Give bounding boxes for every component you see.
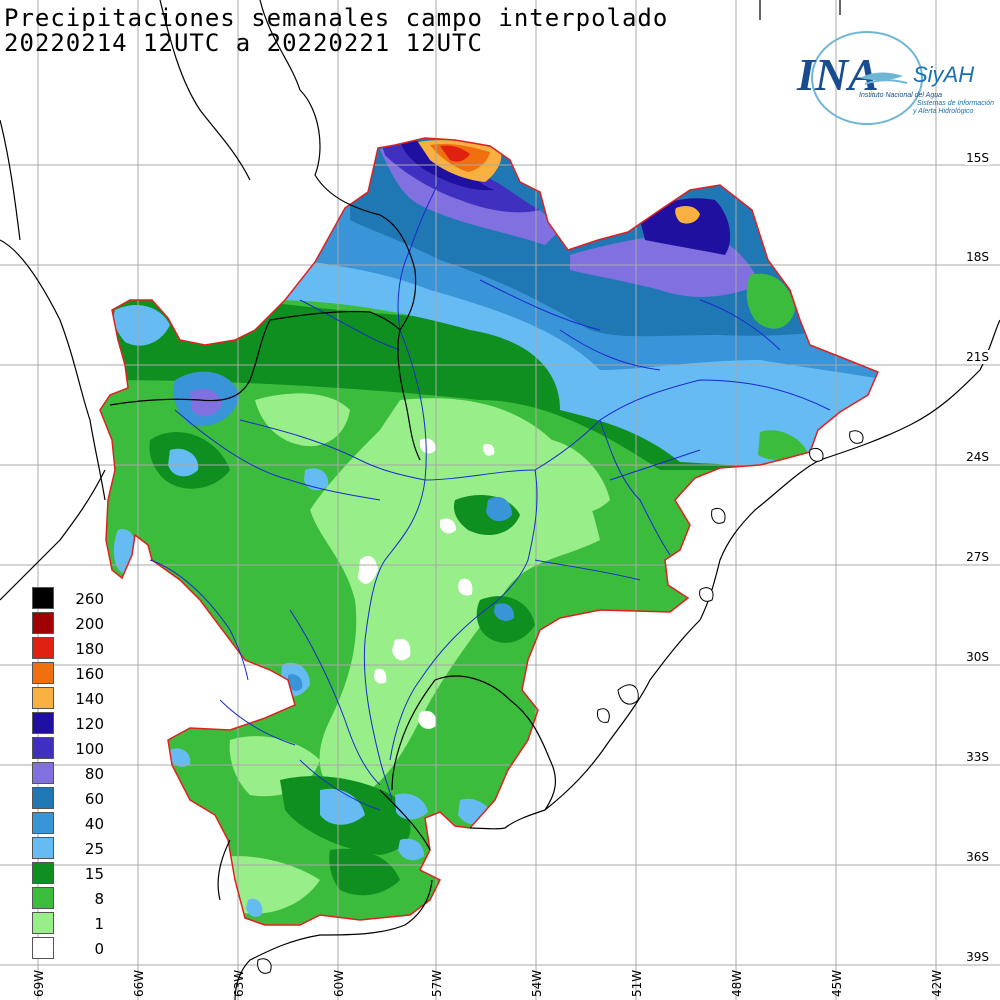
lat-label: 36S — [965, 850, 990, 864]
legend-row: 1 — [32, 910, 104, 935]
logo-caption-3: y Alerta Hidrológico — [912, 108, 974, 115]
basin-outline — [99, 137, 879, 926]
logo-siyah-text: SiyAH — [913, 62, 974, 87]
map-date-range: 20220214 12UTC a 20220221 12UTC — [4, 29, 483, 57]
legend-swatch — [32, 662, 54, 684]
legend-label: 25 — [84, 840, 104, 858]
legend-row: 100 — [32, 735, 104, 760]
lon-label: 54W — [530, 969, 544, 997]
legend-swatch — [32, 837, 54, 859]
legend-swatch — [32, 787, 54, 809]
legend-label: 8 — [94, 890, 104, 908]
legend-row: 140 — [32, 685, 104, 710]
legend-label: 260 — [75, 590, 104, 608]
lat-label: 21S — [965, 350, 990, 364]
lat-label: 15S — [965, 151, 990, 165]
legend-label: 100 — [75, 740, 104, 758]
legend-row: 15 — [32, 860, 104, 885]
lon-label: 63W — [232, 969, 246, 997]
legend-swatch — [32, 687, 54, 709]
legend-label: 200 — [75, 615, 104, 633]
legend-swatch — [32, 712, 54, 734]
legend-label: 140 — [75, 690, 104, 708]
legend-swatch — [32, 912, 54, 934]
legend-label: 40 — [84, 815, 104, 833]
legend-swatch — [32, 612, 54, 634]
legend-row: 60 — [32, 785, 104, 810]
legend-row: 260 — [32, 585, 104, 610]
precipitation-legend: 260 200 180 160 140 120 100 80 60 40 25 15 8 1 0 — [32, 585, 104, 960]
legend-row: 40 — [32, 810, 104, 835]
legend-label: 0 — [94, 940, 104, 958]
legend-swatch — [32, 762, 54, 784]
legend-row: 180 — [32, 635, 104, 660]
legend-row: 80 — [32, 760, 104, 785]
legend-label: 180 — [75, 640, 104, 658]
lat-label: 24S — [965, 450, 990, 464]
lon-label: 69W — [32, 969, 46, 997]
lat-label: 30S — [965, 650, 990, 664]
legend-row: 0 — [32, 935, 104, 960]
legend-swatch — [32, 937, 54, 959]
legend-swatch — [32, 887, 54, 909]
legend-label: 80 — [84, 765, 104, 783]
legend-swatch — [32, 812, 54, 834]
lon-label: 45W — [830, 969, 844, 997]
legend-label: 15 — [84, 865, 104, 883]
lon-label: 60W — [332, 969, 346, 997]
legend-row: 120 — [32, 710, 104, 735]
legend-label: 160 — [75, 665, 104, 683]
legend-row: 160 — [32, 660, 104, 685]
logo-caption-2: Sistemas de Información — [917, 100, 994, 107]
legend-row: 8 — [32, 885, 104, 910]
lon-label: 42W — [930, 969, 944, 997]
ina-siyah-logo: INA SiyAH Instituto Nacional del Agua Si… — [795, 30, 1000, 130]
legend-label: 120 — [75, 715, 104, 733]
lon-label: 66W — [132, 969, 146, 997]
legend-swatch — [32, 862, 54, 884]
legend-swatch — [32, 637, 54, 659]
legend-label: 1 — [94, 915, 104, 933]
map-title: Precipitaciones semanales campo interpol… — [4, 4, 669, 32]
legend-row: 25 — [32, 835, 104, 860]
rivers — [149, 179, 831, 811]
logo-caption-1: Instituto Nacional del Agua — [859, 92, 942, 99]
legend-swatch — [32, 737, 54, 759]
lat-label: 18S — [965, 250, 990, 264]
lon-label: 57W — [430, 969, 444, 997]
lat-label: 39S — [965, 950, 990, 964]
legend-swatch — [32, 587, 54, 609]
legend-row: 200 — [32, 610, 104, 635]
lat-label: 27S — [965, 550, 990, 564]
lon-label: 51W — [630, 969, 644, 997]
legend-label: 60 — [84, 790, 104, 808]
svg-text:INA: INA — [796, 49, 879, 100]
lon-label: 48W — [730, 969, 744, 997]
lat-label: 33S — [965, 750, 990, 764]
coastline-details — [257, 430, 864, 974]
